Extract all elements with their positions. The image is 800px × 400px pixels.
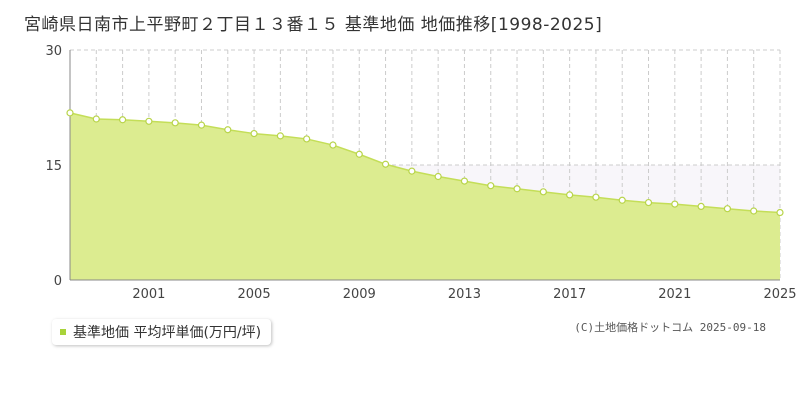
data-point	[303, 135, 311, 143]
data-point	[723, 205, 732, 213]
x-tick-label: 2017	[553, 287, 586, 302]
x-tick-label: 2001	[132, 287, 165, 302]
tick-labels: 0 15 30 2001 2005 2009 2013 2017 2021 2025	[45, 44, 796, 302]
data-point	[381, 160, 390, 168]
data-point	[434, 172, 442, 181]
legend: 基準地価 平均坪単価(万円/坪)	[52, 319, 272, 345]
data-point	[618, 196, 626, 204]
markers	[66, 109, 784, 217]
data-point	[750, 207, 758, 215]
x-tick-label: 2025	[763, 287, 796, 302]
data-point	[539, 188, 547, 196]
data-point	[171, 119, 179, 127]
y-tick-label: 30	[45, 44, 62, 59]
series-line	[69, 112, 781, 214]
data-point	[592, 193, 600, 201]
y-tick-label: 15	[45, 159, 62, 174]
legend-swatch	[60, 329, 66, 335]
data-point	[250, 129, 258, 138]
axes	[69, 50, 780, 281]
data-point	[145, 117, 153, 125]
x-tick-label: 2005	[238, 287, 271, 302]
data-point	[92, 115, 100, 123]
data-point	[329, 141, 337, 149]
data-point	[118, 116, 127, 124]
data-point	[197, 121, 206, 129]
data-point	[776, 208, 784, 217]
legend-label: 基準地価 平均坪単価(万円/坪)	[73, 325, 262, 341]
data-point	[671, 200, 679, 208]
data-point	[355, 150, 363, 158]
data-point	[644, 198, 653, 207]
data-point	[460, 177, 469, 185]
copyright-credit: (C)土地価格ドットコム 2025-09-18	[574, 321, 766, 334]
data-point	[487, 182, 495, 190]
data-point	[224, 126, 232, 134]
x-tick-label: 2013	[448, 287, 481, 302]
data-point	[513, 185, 521, 193]
y-tick-label: 0	[54, 274, 62, 289]
x-tick-label: 2009	[343, 287, 376, 302]
chart-title: 宮崎県日南市上平野町２丁目１３番１５ 基準地価 地価推移[1998-2025]	[24, 15, 603, 35]
area-layer	[69, 112, 781, 280]
data-point	[697, 202, 705, 210]
data-point	[66, 109, 74, 117]
data-point	[276, 132, 284, 140]
x-tick-label: 2021	[658, 287, 691, 302]
area-fill	[70, 112, 780, 280]
data-point	[408, 167, 416, 175]
data-point	[566, 191, 574, 199]
